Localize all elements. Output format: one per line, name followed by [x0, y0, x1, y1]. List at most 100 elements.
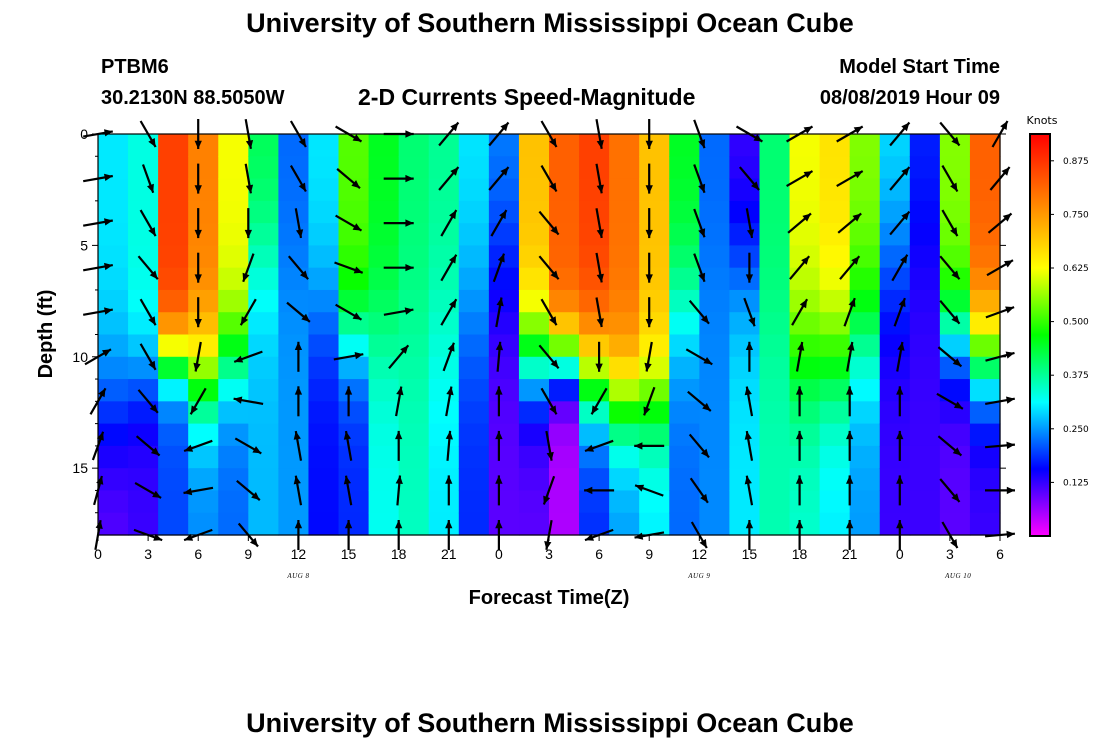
heatmap-cell	[549, 512, 580, 536]
current-arrow	[141, 164, 155, 194]
arrow-head	[549, 138, 557, 147]
heatmap-cell	[338, 245, 370, 269]
heatmap-cell	[669, 356, 700, 380]
heatmap-cell	[278, 223, 310, 246]
heatmap-cell	[939, 334, 971, 358]
arrow-head	[104, 218, 113, 226]
current-arrow	[383, 219, 414, 227]
current-arrow	[542, 475, 556, 505]
heatmap-cell	[939, 312, 971, 336]
arrow-head	[233, 396, 243, 404]
heatmap-cell	[669, 423, 700, 447]
heatmap-cell	[699, 312, 730, 336]
heatmap-cell	[278, 490, 310, 514]
heatmap-cell	[368, 401, 400, 425]
heatmap-cell	[939, 223, 971, 246]
arrow-head	[799, 299, 808, 309]
heatmap-cell	[849, 423, 881, 447]
arrow-head	[150, 447, 160, 456]
heatmap-cell	[789, 200, 821, 224]
heatmap-cell	[158, 423, 189, 447]
heatmap-cell	[158, 312, 189, 336]
heatmap-cell	[518, 512, 550, 536]
heatmap-cell	[669, 468, 700, 492]
arrow-head	[298, 138, 306, 147]
heatmap-cell	[278, 401, 310, 425]
current-arrow	[495, 430, 503, 461]
heatmap-cell	[789, 490, 821, 514]
arrow-head	[901, 167, 910, 176]
current-arrow	[294, 341, 303, 372]
heatmap-cell	[759, 445, 791, 469]
arrow-head	[194, 185, 202, 194]
heatmap-cell	[398, 156, 430, 180]
arrow-head	[596, 229, 604, 238]
arrow-head	[252, 446, 262, 454]
heatmap-cell	[98, 401, 129, 425]
heatmap-cell	[909, 379, 941, 402]
heatmap-cell	[218, 245, 249, 269]
heatmap-cell	[909, 245, 941, 269]
current-arrow	[538, 255, 560, 280]
arrow-head	[896, 386, 904, 395]
heatmap-cell	[308, 512, 340, 536]
heatmap-cell	[488, 423, 520, 447]
heatmap-cell	[368, 512, 400, 536]
heatmap-cell	[729, 401, 761, 425]
colorbar-tick-label: 0.250	[1063, 425, 1089, 435]
heatmap-cell	[248, 468, 279, 492]
current-arrow	[889, 210, 911, 236]
heatmap-cell	[308, 423, 340, 447]
x-tick-label: 0	[896, 546, 904, 562]
x-tick-label: 18	[391, 546, 407, 562]
heatmap-cell	[218, 490, 249, 514]
heatmap-cell	[819, 401, 851, 425]
heatmap-cell	[969, 490, 1001, 514]
arrow-head	[190, 405, 198, 415]
heatmap-cell	[428, 178, 460, 202]
current-arrow	[744, 430, 754, 461]
current-arrow	[643, 386, 656, 416]
arrow-head	[405, 264, 414, 272]
arrow-head	[499, 210, 507, 220]
heatmap-cell	[368, 289, 400, 313]
heatmap-cell	[699, 334, 730, 358]
heatmap-cell	[368, 334, 400, 358]
heatmap-cell	[939, 134, 971, 157]
heatmap-cell	[549, 356, 580, 380]
arrow-head	[596, 273, 604, 283]
heatmap-cell	[338, 223, 370, 246]
heatmap-cell	[549, 267, 580, 291]
heatmap-cell	[398, 512, 430, 536]
heatmap-cell	[248, 423, 279, 447]
heatmap-cell	[669, 156, 700, 180]
heatmap-cell	[969, 134, 1001, 157]
colorbar-ticks: 0.125 0.250 0.375 0.500 0.625 0.750 0.875	[1050, 157, 1089, 488]
arrow-head	[148, 227, 156, 237]
x-tick-label: 9	[645, 546, 653, 562]
arrow-head	[745, 274, 754, 283]
heatmap-cell	[308, 134, 340, 157]
arrow-head	[546, 451, 554, 461]
heatmap-cell	[609, 401, 640, 425]
arrow-head	[700, 448, 709, 458]
arrow-head	[353, 266, 363, 274]
heatmap-cell	[609, 490, 640, 514]
y-axis-title: Depth (ft)	[35, 290, 57, 379]
current-arrow	[286, 301, 311, 323]
heatmap-cell	[458, 312, 490, 336]
heatmap-cell	[699, 379, 730, 402]
arrow-head	[194, 140, 202, 149]
arrow-head	[234, 355, 244, 363]
heatmap-cell	[759, 423, 791, 447]
heatmap-cell	[879, 356, 911, 380]
heatmap-cell	[218, 200, 249, 224]
arrow-head	[751, 181, 760, 190]
arrow-head	[184, 533, 194, 541]
heatmap-cell	[368, 445, 400, 469]
colorbar-tick-label: 0.750	[1063, 210, 1089, 220]
arrow-head	[549, 316, 557, 326]
heatmap-cell	[368, 423, 400, 447]
heatmap-cell	[789, 512, 821, 536]
heatmap-cell	[518, 445, 550, 469]
